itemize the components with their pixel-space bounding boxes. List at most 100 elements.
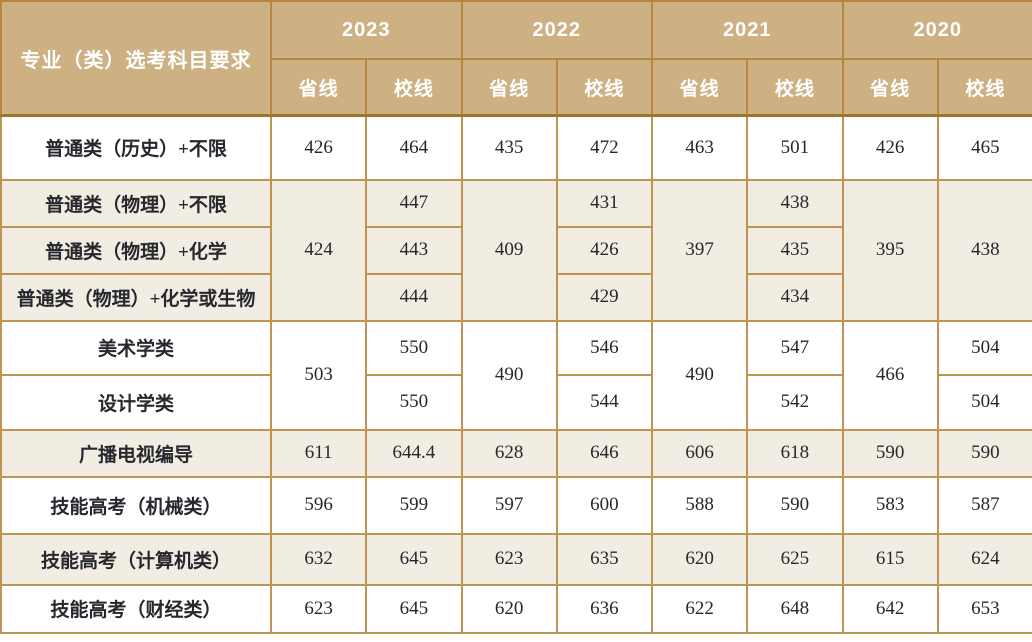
score-cell: 623 (269, 583, 368, 634)
score-cell: 596 (269, 475, 368, 535)
score-cell: 611 (269, 428, 368, 478)
score-cell: 615 (841, 532, 939, 586)
score-cell: 447 (365, 178, 463, 228)
score-cell: 648 (746, 583, 844, 634)
score-cell: 606 (650, 428, 749, 478)
row-label: 普通类（历史）+不限 (0, 114, 272, 181)
row-label: 技能高考（财经类） (0, 583, 272, 634)
table-row: 普通类（物理）+化学 443 426 435 (0, 225, 1032, 275)
score-cell: 597 (460, 475, 558, 535)
score-cell: 490 (650, 319, 749, 431)
score-cell: 464 (365, 114, 463, 181)
score-cell: 397 (650, 178, 749, 322)
score-cell: 642 (841, 583, 939, 634)
subheader-province-line: 省线 (841, 58, 939, 117)
subheader-row: 省线 校线 省线 校线 省线 校线 省线 校线 (1, 58, 1032, 117)
score-cell: 645 (365, 532, 463, 586)
table-row: 设计学类 550 544 542 504 (0, 373, 1032, 431)
score-cell: 583 (841, 475, 939, 535)
score-cell: 635 (555, 532, 654, 586)
score-cell: 590 (841, 428, 939, 478)
score-cell: 503 (269, 319, 368, 431)
row-label: 普通类（物理）+化学或生物 (0, 272, 272, 322)
score-cell: 463 (650, 114, 749, 181)
score-cell: 434 (746, 272, 844, 322)
score-cell: 472 (555, 114, 654, 181)
row-label: 普通类（物理）+不限 (0, 178, 272, 228)
score-cell: 426 (841, 114, 939, 181)
score-cell: 623 (460, 532, 558, 586)
subheader-school-line: 校线 (936, 58, 1032, 117)
table-row: 技能高考（计算机类） 632 645 623 635 620 625 615 624 (0, 532, 1032, 586)
year-header-row: 专业（类）选考科目要求 2023 2022 2021 2020 (0, 0, 1032, 117)
score-cell: 620 (650, 532, 749, 586)
score-cell: 587 (936, 475, 1032, 535)
score-cell: 465 (936, 114, 1032, 181)
score-cell: 504 (936, 319, 1032, 376)
score-cell: 644.4 (365, 428, 463, 478)
score-cell: 550 (365, 373, 463, 431)
score-cell: 588 (650, 475, 749, 535)
score-cell: 618 (746, 428, 844, 478)
score-cell: 546 (555, 319, 654, 376)
score-cell: 625 (746, 532, 844, 586)
score-cell: 590 (936, 428, 1032, 478)
row-label: 技能高考（机械类） (0, 475, 272, 535)
subheader-school-line: 校线 (555, 58, 654, 117)
score-cell: 600 (555, 475, 654, 535)
score-cell: 646 (555, 428, 654, 478)
score-cell: 645 (365, 583, 463, 634)
score-cell: 435 (460, 114, 558, 181)
subheader-province-line: 省线 (650, 58, 749, 117)
year-header-2022: 2022 (460, 0, 653, 60)
score-cell: 429 (555, 272, 654, 322)
row-label: 技能高考（计算机类） (0, 532, 272, 586)
score-cell: 653 (936, 583, 1032, 634)
score-cell: 624 (936, 532, 1032, 586)
row-label: 普通类（物理）+化学 (0, 225, 272, 275)
score-cell: 443 (365, 225, 463, 275)
table-row: 美术学类 503 550 490 546 490 547 466 504 (0, 319, 1032, 431)
score-cell: 409 (460, 178, 558, 322)
score-cell: 424 (269, 178, 368, 322)
table-row: 技能高考（机械类） 596 599 597 600 588 590 583 587 (0, 475, 1032, 535)
table-body: 普通类（历史）+不限 426 464 435 472 463 501 426 465 普通类（物理… (0, 114, 1032, 634)
table-header: 专业（类）选考科目要求 2023 2022 2021 2020 省线 校线 省线 校线 省线校… (0, 0, 1032, 117)
corner-header: 专业（类）选考科目要求 (0, 0, 272, 117)
score-cell: 547 (746, 319, 844, 376)
year-header-2020: 2020 (841, 0, 1032, 60)
score-cell: 426 (555, 225, 654, 275)
score-cell: 590 (746, 475, 844, 535)
score-cell: 620 (460, 583, 558, 634)
score-cell: 632 (269, 532, 368, 586)
score-cell: 501 (746, 114, 844, 181)
score-cell: 438 (746, 178, 844, 228)
subheader-school-line: 校线 (365, 58, 463, 117)
year-header-2021: 2021 (651, 0, 844, 60)
score-cell: 431 (555, 178, 654, 228)
subheader-school-line: 校线 (746, 58, 844, 117)
score-cell: 550 (365, 319, 463, 376)
row-label: 广播电视编导 (0, 428, 272, 478)
score-cell: 504 (936, 373, 1032, 431)
table-row: 广播电视编导 611 644.4 628 646 606 618 590 590 (0, 428, 1032, 478)
table-row: 普通类（物理）+化学或生物 444 429 434 (0, 272, 1032, 322)
score-cell: 599 (365, 475, 463, 535)
subheader-province-line: 省线 (460, 58, 558, 117)
row-label: 美术学类 (0, 319, 272, 376)
score-cell: 542 (746, 373, 844, 431)
table-row: 技能高考（财经类） 623 645 620 636 622 648 642 653 (0, 583, 1032, 634)
table-row: 普通类（物理）+不限 424 447 409 431 397 438 395 438 (0, 178, 1032, 322)
table-row: 普通类（历史）+不限 426 464 435 472 463 501 426 465 (0, 114, 1032, 181)
score-cell: 544 (555, 373, 654, 431)
score-cell: 622 (650, 583, 749, 634)
score-cell: 490 (460, 319, 558, 431)
year-header-2023: 2023 (270, 0, 463, 60)
score-cell: 636 (555, 583, 654, 634)
score-cell: 426 (269, 114, 368, 181)
score-cell: 444 (365, 272, 463, 322)
score-cell: 395 (841, 178, 939, 322)
score-cell: 628 (460, 428, 558, 478)
